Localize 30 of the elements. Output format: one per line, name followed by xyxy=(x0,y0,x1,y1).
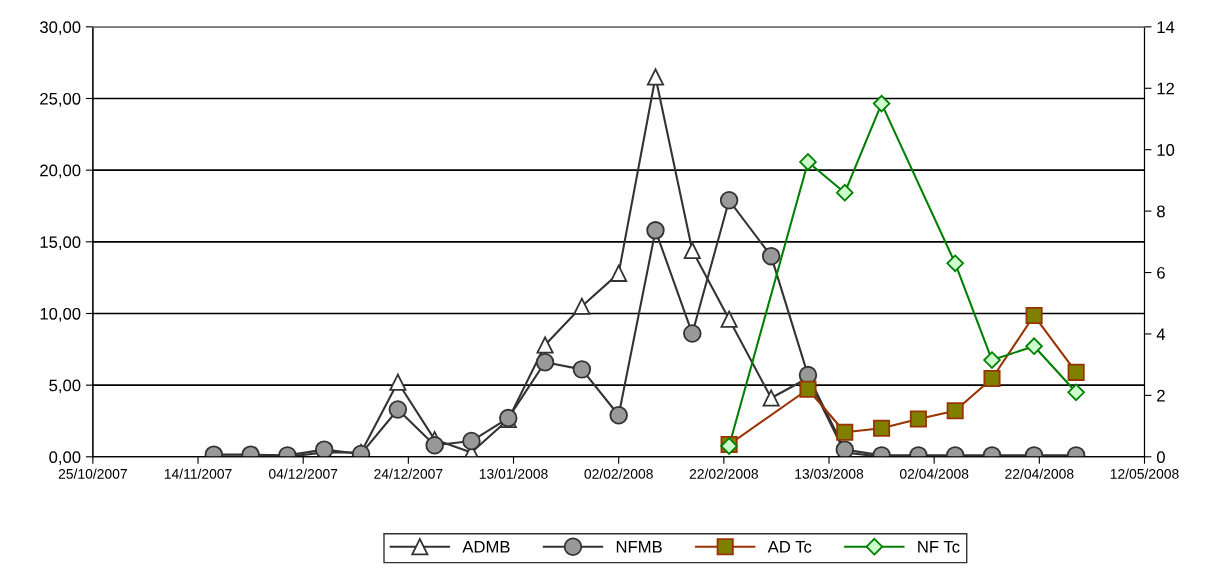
x-tick-label: 14/11/2007 xyxy=(164,468,232,479)
x-tick-label: 12/05/2008 xyxy=(1110,468,1179,479)
y-tick-label: 0,00 xyxy=(49,451,81,465)
x-tick-label: 02/04/2008 xyxy=(899,468,969,479)
legend-label: ADMB xyxy=(462,541,510,553)
x-tick-label: 22/04/2008 xyxy=(1005,468,1074,479)
y-tick-label: 20,00 xyxy=(40,164,81,179)
x-tick-label: 02/02/2008 xyxy=(584,468,653,479)
y2-tick-label: 14 xyxy=(1157,21,1175,33)
legend-label: NFMB xyxy=(616,541,662,553)
y2-tick-label: 6 xyxy=(1157,266,1165,279)
x-tick-label: 22/02/2008 xyxy=(689,468,758,479)
x-tick-label: 04/12/2007 xyxy=(268,468,338,479)
y-tick-label: 25,00 xyxy=(40,92,81,107)
x-tick-label: 24/12/2007 xyxy=(374,468,443,479)
y2-tick-label: 10 xyxy=(1157,144,1175,156)
y-tick-label: 10,00 xyxy=(40,307,81,322)
y-tick-label: 30,00 xyxy=(39,21,81,36)
y2-tick-label: 4 xyxy=(1156,328,1166,340)
y2-tick-label: 12 xyxy=(1157,82,1174,95)
x-tick-label: 13/01/2008 xyxy=(479,468,548,479)
y2-tick-label: 0 xyxy=(1156,451,1165,463)
legend-label: NF Tc xyxy=(918,541,960,553)
x-tick-label: 13/03/2008 xyxy=(795,468,864,479)
x-tick-label: 25/10/2007 xyxy=(58,468,127,479)
y-tick-label: 5,00 xyxy=(49,379,81,394)
y-tick-label: 15,00 xyxy=(40,236,81,250)
y2-tick-label: 2 xyxy=(1157,389,1165,402)
y2-tick-label: 8 xyxy=(1157,205,1165,218)
legend-label: AD Tc xyxy=(767,541,812,553)
